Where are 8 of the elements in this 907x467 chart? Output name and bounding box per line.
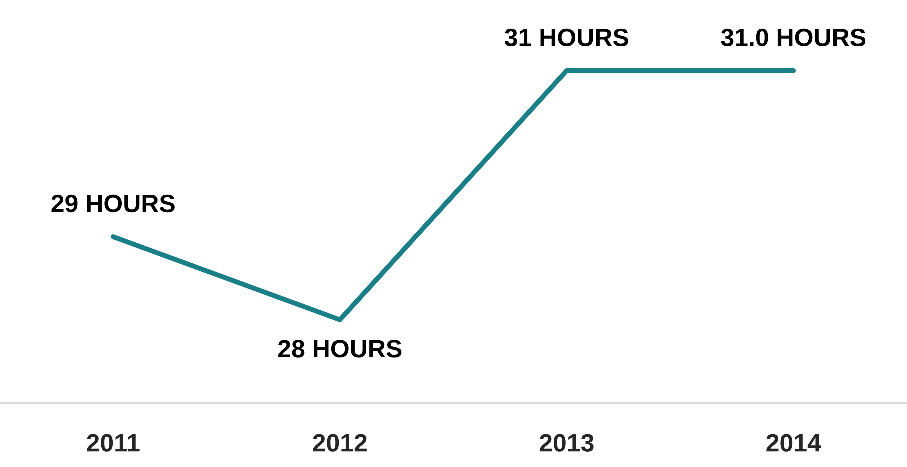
data-label: 31.0 HOURS	[721, 28, 866, 47]
x-tick-label: 2014	[766, 434, 822, 452]
x-tick-label: 2011	[87, 434, 140, 452]
x-tick-label: 2013	[540, 434, 594, 452]
data-label: 28 HOURS	[278, 340, 402, 358]
data-label: 29 HOURS	[52, 194, 175, 213]
x-tick-label: 2012	[313, 434, 367, 452]
data-label: 31 HOURS	[504, 28, 628, 47]
